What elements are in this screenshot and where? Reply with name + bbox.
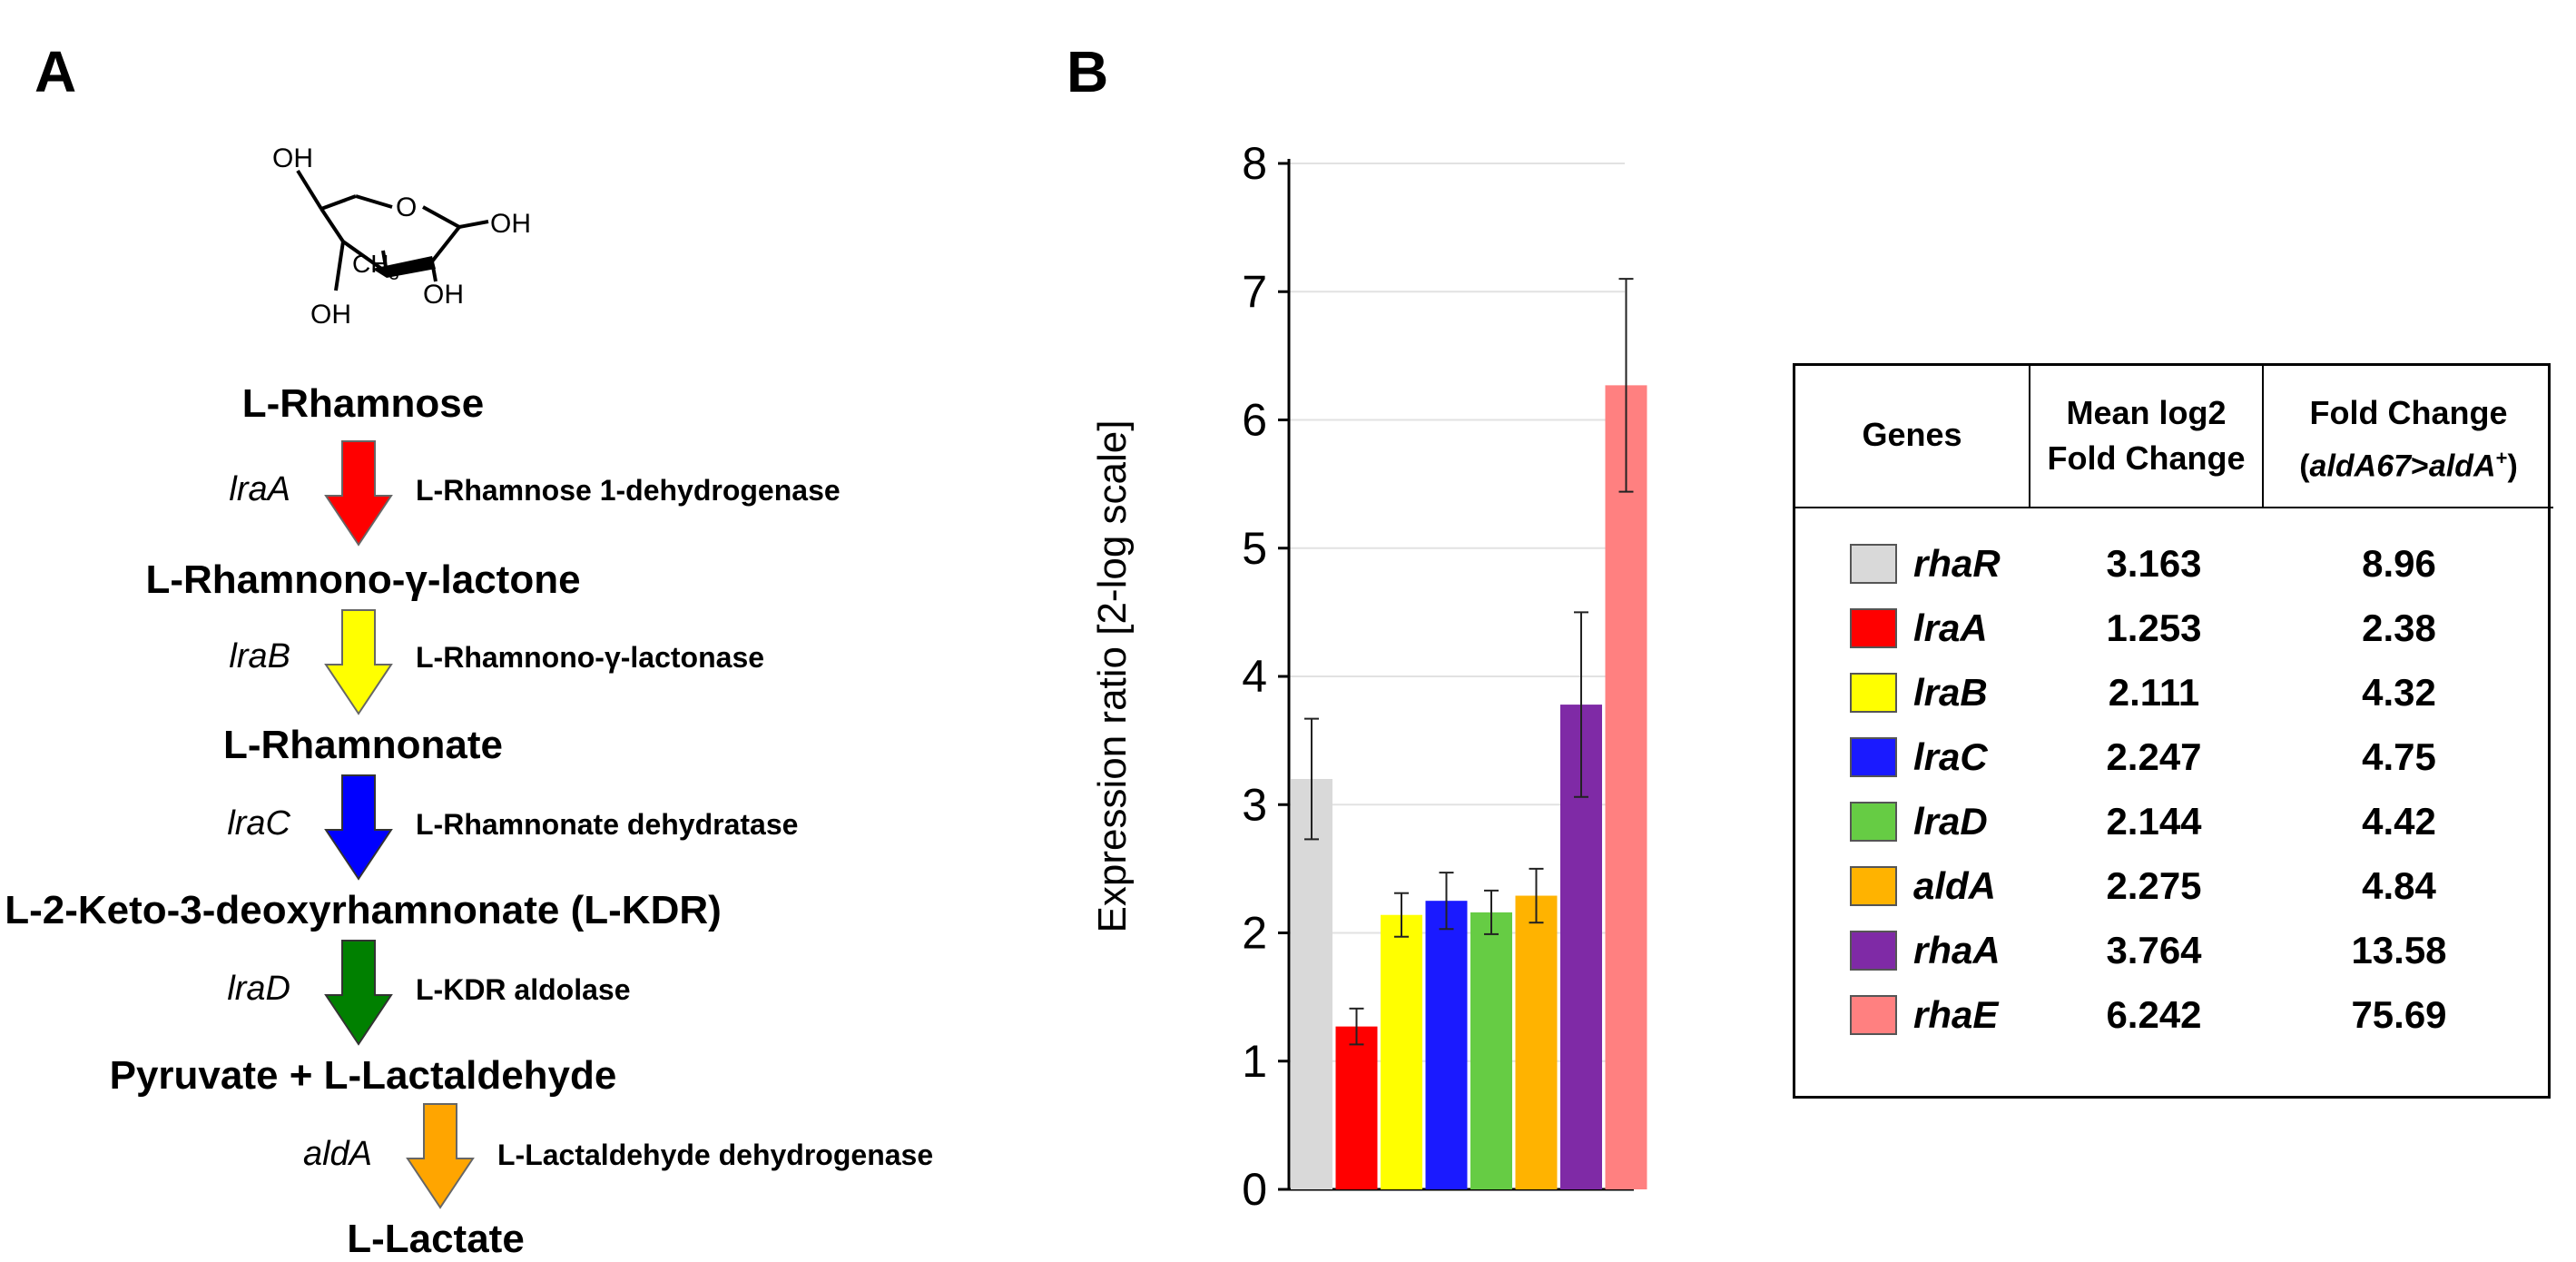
oh-bottom-label: OH [310, 300, 351, 330]
gene-label-lrac: lraC [227, 804, 290, 843]
legend-swatch [1850, 995, 1897, 1035]
enzyme-label-lrab: L-Rhamnono-γ-lactonase [416, 641, 765, 674]
y-tick-label: 4 [1242, 651, 1267, 702]
ring-wedge-bond [372, 256, 436, 278]
enzyme-label-lrad: L-KDR aldolase [416, 973, 631, 1006]
header-fold-line1: Fold Change [2309, 394, 2508, 431]
gene-label-lraa: lraA [229, 470, 290, 508]
legend-swatch [1850, 931, 1897, 971]
header-mean-line2: Fold Change [2047, 439, 2246, 477]
bar-lraA [1335, 1026, 1378, 1189]
compound-l-rhamnose: L-Rhamnose [241, 381, 485, 426]
y-tick-label: 3 [1242, 779, 1267, 830]
table-row: lraC 2.247 4.75 [1795, 730, 2553, 784]
legend-swatch [1850, 608, 1897, 648]
y-tick-label: 2 [1242, 908, 1267, 959]
oh-right-label: OH [490, 209, 531, 239]
enzyme-label-alda: L-Lactaldehyde dehydrogenase [497, 1139, 934, 1171]
table-row: aldA 2.275 4.84 [1795, 859, 2553, 913]
row-mean: 3.163 [2106, 542, 2202, 585]
arrow-green [324, 940, 393, 1046]
row-gene: rhaA [1913, 929, 2001, 971]
panel-label-b: B [1067, 39, 1109, 104]
table-row: lraA 1.253 2.38 [1795, 601, 2553, 656]
row-gene: lraA [1913, 606, 1988, 649]
ring-oxygen-label: O [396, 192, 417, 222]
table-row: rhaA 3.764 13.58 [1795, 923, 2553, 978]
row-gene: rhaE [1913, 993, 1999, 1036]
table-col-divider-1 [2029, 366, 2030, 507]
fold-change-table: Genes Mean log2 Fold Change Fold Change … [1793, 363, 2553, 1099]
row-mean: 2.111 [2108, 671, 2200, 714]
y-axis-title: Expression ratio [2-log scale] [1090, 420, 1135, 933]
legend-swatch [1850, 802, 1897, 842]
bar-rhaE [1605, 385, 1647, 1189]
bar-aldA [1515, 895, 1558, 1189]
row-mean: 2.247 [2106, 735, 2202, 778]
header-fold-line2: (aldA67>aldA+) [2299, 447, 2518, 484]
y-tick-label: 0 [1242, 1164, 1267, 1215]
oh-mid-label: OH [423, 280, 464, 310]
row-mean: 6.242 [2106, 993, 2202, 1036]
row-mean: 2.144 [2106, 800, 2202, 843]
enzyme-label-lrac: L-Rhamnonate dehydratase [416, 808, 799, 841]
legend-swatch [1850, 673, 1897, 713]
row-fold: 13.58 [2351, 929, 2447, 971]
legend-swatch [1850, 544, 1897, 584]
row-fold: 4.32 [2362, 671, 2436, 714]
compound-l-kdr: L-2-Keto-3-deoxyrhamnonate (L-KDR) [5, 888, 722, 932]
y-tick-label: 8 [1242, 138, 1267, 189]
table-col-divider-2 [2262, 366, 2264, 507]
compound-l-rhamnonate: L-Rhamnonate [223, 723, 503, 767]
arrow-orange [406, 1103, 475, 1209]
gene-label-lrad: lraD [227, 970, 290, 1008]
arrow-blue [324, 774, 393, 881]
compound-l-lactate: L-Lactate [347, 1217, 525, 1261]
bar-lraC [1425, 901, 1468, 1189]
row-gene: lraB [1913, 671, 1988, 714]
legend-swatch [1850, 866, 1897, 906]
bar-lraB [1381, 914, 1422, 1189]
legend-swatch [1850, 737, 1897, 777]
table-row: lraD 2.144 4.42 [1795, 794, 2553, 849]
header-genes: Genes [1862, 416, 1962, 453]
gene-label-alda: aldA [302, 1135, 372, 1173]
enzyme-label-lraa: L-Rhamnose 1-dehydrogenase [416, 474, 841, 507]
bar-lraD [1470, 912, 1512, 1189]
row-fold: 8.96 [2362, 542, 2436, 585]
row-fold: 2.38 [2362, 606, 2436, 649]
compound-l-rhamnono-lactone: L-Rhamnono-γ-lactone [145, 557, 581, 602]
table-row: rhaR 3.163 8.96 [1795, 537, 2553, 591]
row-gene: rhaR [1913, 542, 2001, 585]
arrow-red [324, 440, 393, 547]
ch3-label: CH3 [352, 250, 399, 284]
row-mean: 2.275 [2106, 864, 2202, 907]
bar-rhaR [1291, 779, 1332, 1189]
row-mean: 1.253 [2106, 606, 2202, 649]
gene-label-lrab: lraB [229, 637, 290, 675]
row-fold: 4.75 [2362, 735, 2436, 778]
oh-top-label: OH [272, 143, 313, 173]
panel-label-a: A [34, 39, 77, 104]
row-gene: aldA [1913, 864, 1997, 907]
row-mean: 3.764 [2106, 929, 2202, 971]
table-row: lraB 2.111 4.32 [1795, 666, 2553, 720]
y-tick-label: 7 [1242, 266, 1267, 317]
y-tick-label: 5 [1242, 523, 1267, 574]
y-tick-label: 6 [1242, 395, 1267, 446]
rhamnose-structure: OH O OH CH3 OH OH [272, 143, 531, 330]
arrow-yellow [324, 609, 393, 715]
row-fold: 4.84 [2362, 864, 2436, 907]
compound-pyruvate-lactaldehyde: Pyruvate + L-Lactaldehyde [109, 1053, 617, 1098]
row-gene: lraD [1913, 800, 1988, 843]
table-row: rhaE 6.242 75.69 [1795, 988, 2553, 1042]
row-fold: 75.69 [2351, 993, 2447, 1036]
row-fold: 4.42 [2362, 800, 2436, 843]
row-gene: lraC [1913, 735, 1988, 778]
y-tick-label: 1 [1242, 1036, 1267, 1087]
table-header-divider [1795, 507, 2553, 508]
header-mean-line1: Mean log2 [2066, 394, 2227, 431]
expression-bar-chart: 0 1 2 3 4 5 6 7 8 Expression ratio [2-log scale] [1090, 138, 1647, 1215]
